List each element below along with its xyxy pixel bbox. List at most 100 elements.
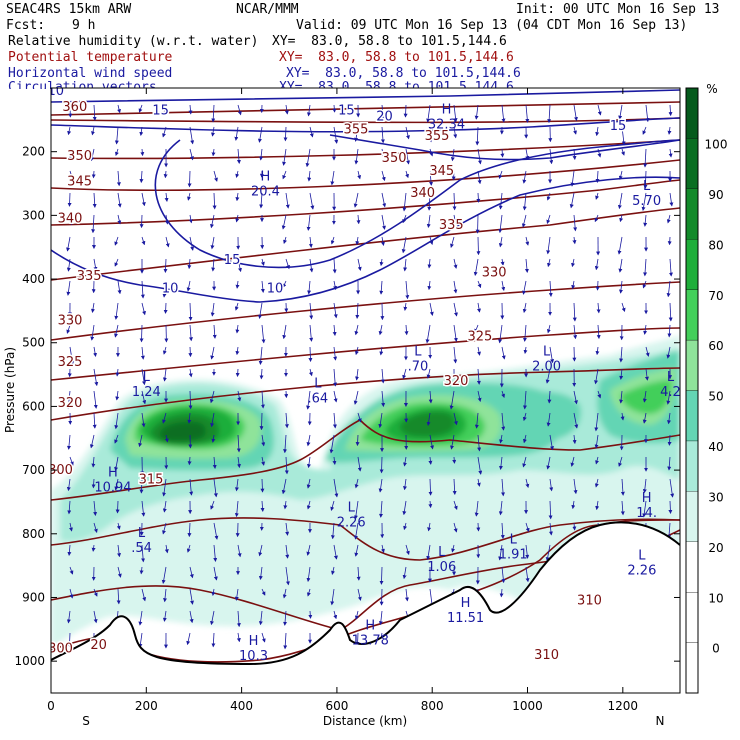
wind-vector [164,434,169,443]
wind-vector [333,390,338,403]
colorbar-tick-label: 70 [708,289,723,303]
colorbar-swatch [685,642,699,694]
wind-vector [668,258,673,277]
wind-vector [66,434,71,450]
wind-vector [283,126,288,142]
wind-vector [283,500,288,510]
wind-vector [426,412,431,426]
wind-vector [522,456,527,468]
wind-vector [380,368,385,384]
wind-vector [285,566,290,586]
wind-vector [546,456,551,470]
wind-vector [91,544,96,552]
wind-vector [403,258,408,272]
wind-vector [162,280,167,298]
wind-vector [643,324,648,335]
wind-vector [282,170,287,180]
wind-vector [453,280,458,294]
wind-vector [140,346,145,360]
wind-vector [594,478,599,488]
y-tick-label: 200 [22,145,45,159]
y-tick-label: 300 [22,208,45,222]
wind-vector [138,434,143,448]
wind-vector [114,456,119,472]
wind-vector [89,434,95,449]
wind-vector [402,500,407,516]
y-tick-label: 400 [22,272,45,286]
wind-vector [141,236,146,246]
wind-vector [427,192,432,211]
wind-vector [187,522,192,538]
x-tick-label: 200 [135,699,158,713]
wind-vector [429,236,434,245]
wind-vector [213,478,218,498]
wind-vector [163,258,168,273]
colorbar-swatch [685,188,699,240]
wind-vector [453,324,458,342]
wind-vector [474,412,479,429]
wind-vector [234,302,239,311]
wind-vector [164,214,169,225]
theta-line-340 [51,179,680,226]
wind-vector [139,478,144,494]
colorbar-tick-label: 50 [708,390,723,404]
extremum-kind: H [365,618,375,633]
wind-vector [93,368,99,387]
wind-vector [498,544,503,561]
wind-vector [426,544,431,561]
wind-vector [403,522,408,531]
wind-vector [450,434,455,450]
wind-vector [354,346,359,356]
wind-label: 15 [610,119,627,134]
wind-vector [546,214,551,224]
wind-vector [522,280,527,295]
wind-vector [282,588,287,599]
wind-vector [353,192,359,208]
wind-vector [500,258,505,266]
wind-vector [141,500,146,517]
extremum-value: 2.00 [532,359,561,374]
wind-vector [67,192,72,207]
wind-vector [258,610,263,626]
wind-vector [619,346,624,363]
wind-vector [644,368,649,381]
wind-vector [115,390,120,401]
colorbar-tick-label: 100 [705,138,728,152]
wind-vector [597,390,602,399]
wind-vector [525,478,530,489]
wind-vector [500,522,505,540]
y-tick-label: 800 [22,527,45,541]
wind-vector [573,104,578,122]
extremum-value: 4.2 [660,385,681,400]
wind-vector [162,478,167,497]
wind-line-15-mid [154,139,680,269]
field-label-wind: Horizontal wind speed [8,66,173,81]
wind-vector [308,346,313,363]
wind-vector [571,258,575,268]
wind-vector [595,500,600,511]
wind-vector [188,104,193,115]
wind-vector [306,456,311,469]
wind-vector [164,544,169,554]
wind-vector [379,500,383,518]
wind-vector [261,632,266,643]
wind-vector [237,258,242,273]
wind-vector [260,280,265,293]
wind-vector [477,434,482,452]
wind-vector [522,412,527,422]
wind-vector [522,170,527,184]
wind-vector [643,258,648,277]
wind-vector [498,500,503,516]
wind-vector [138,104,143,113]
wind-vector [594,434,599,449]
extremum-value: 1.24 [132,385,161,400]
wind-vector [379,566,384,585]
wind-vector [281,214,287,230]
wind-vector [357,170,362,180]
wind-vector [261,588,266,596]
wind-vector [189,148,194,161]
wind-vector [234,500,239,518]
wind-vector [354,544,359,557]
wind-vector [642,390,647,403]
wind-label: 15 [224,253,241,268]
